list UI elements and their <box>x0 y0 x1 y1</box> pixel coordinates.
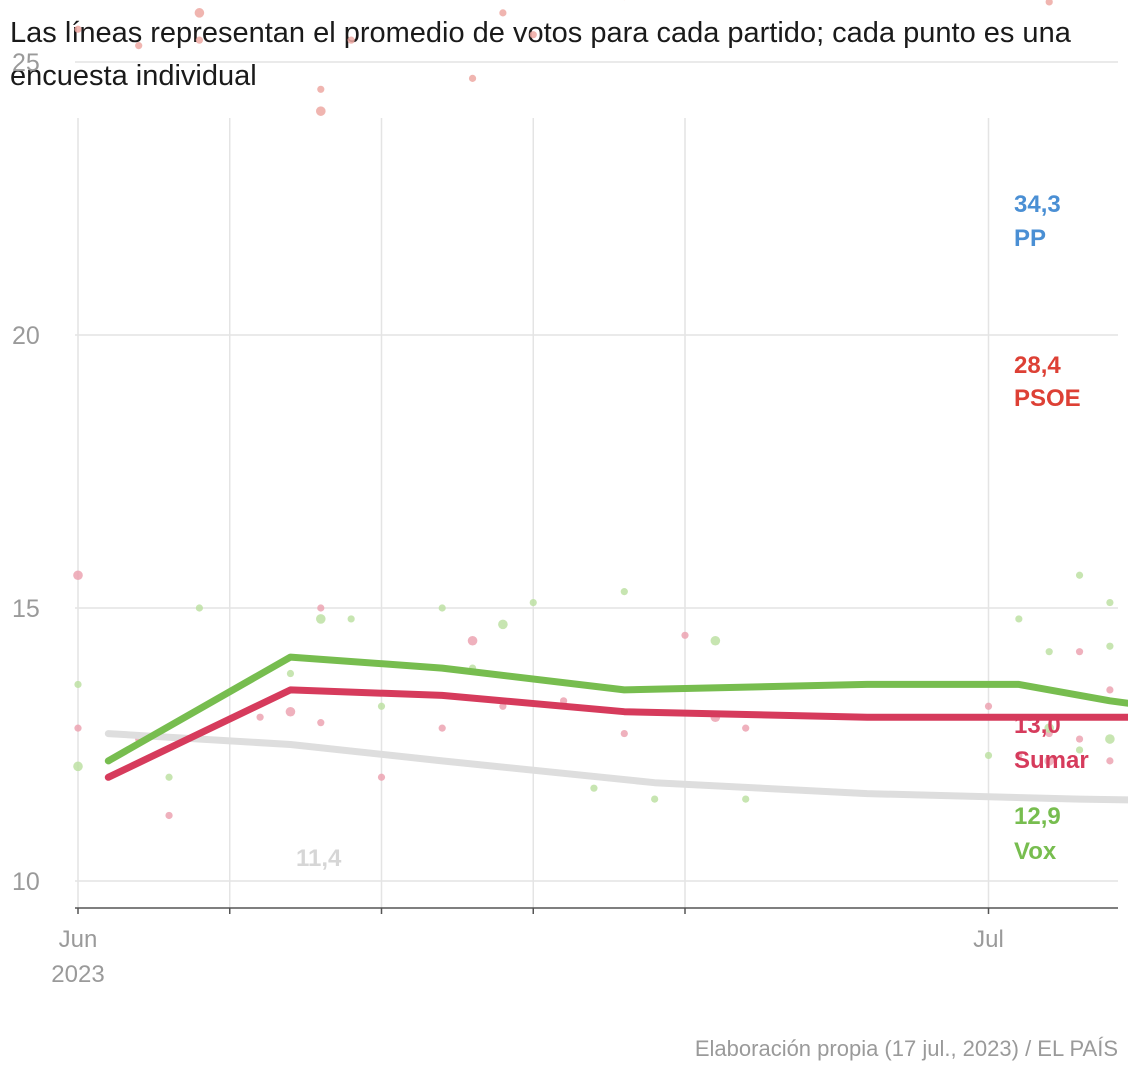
poll-point-psoe <box>347 36 355 44</box>
series-name-vox: Vox <box>1014 838 1057 865</box>
average-line-other <box>104 730 1128 804</box>
poll-point-vox <box>438 604 446 612</box>
poll-point-sumar <box>285 706 296 717</box>
poll-point-sumar <box>1075 648 1084 656</box>
poll-point-vox <box>1045 648 1053 656</box>
source-note: Elaboración propia (17 jul., 2023) / EL … <box>694 1036 1118 1061</box>
y-tick-label: 25 <box>12 49 40 77</box>
poll-point-sumar <box>467 635 478 646</box>
poll-point-vox <box>651 795 659 803</box>
poll-point-sumar <box>681 631 689 639</box>
poll-point-vox <box>1075 746 1084 754</box>
poll-point-sumar <box>620 729 628 738</box>
poll-point-vox <box>710 635 721 646</box>
poll-point-vox <box>1106 598 1114 607</box>
poll-point-vox <box>286 669 295 678</box>
poll-point-psoe <box>529 31 537 39</box>
poll-point-sumar <box>1106 757 1114 765</box>
y-tick-label: 10 <box>12 868 40 896</box>
average-lines-layer <box>104 653 1128 804</box>
poll-point-sumar <box>1075 735 1084 743</box>
poll-point-sumar <box>742 724 750 732</box>
chart-title: Las líneas representan el promedio de vo… <box>10 17 1071 92</box>
x-tick-label: Jul <box>973 926 1004 953</box>
poll-point-sumar <box>1015 751 1023 760</box>
end-value-sumar: 13,0 <box>1014 712 1061 739</box>
grid-layer <box>75 61 1118 908</box>
end-labels-layer: 34,3 PP 28,4 PSOE 13,0 Sumar 12,9 Vox 11,4 <box>296 191 1089 872</box>
poll-point-vox <box>1105 734 1115 744</box>
poll-point-psoe <box>1045 0 1053 6</box>
series-name-pp: PP <box>1014 225 1046 252</box>
y-tick-label: 20 <box>12 322 40 350</box>
poll-point-sumar <box>165 811 173 820</box>
poll-point-sumar <box>377 773 386 781</box>
poll-point-vox <box>347 615 355 623</box>
poll-point-psoe <box>316 106 326 116</box>
poll-point-vox <box>316 614 326 624</box>
poll-point-sumar <box>256 713 264 721</box>
poll-point-psoe <box>194 8 205 18</box>
poll-point-sumar <box>317 719 325 727</box>
poll-point-psoe <box>499 9 507 17</box>
axis-layer: Jun2023Jul35%3025201510 <box>12 49 1118 988</box>
poll-points-layer <box>73 0 1115 820</box>
poll-chart: Jun2023Jul35%3025201510 34,3PP28,4PSOE13… <box>12 0 1128 988</box>
series-name-sumar: Sumar <box>1014 747 1089 774</box>
poll-point-sumar <box>317 604 325 612</box>
average-line-sumar <box>104 686 1128 781</box>
poll-point-sumar <box>1044 756 1054 766</box>
poll-point-vox <box>1106 642 1114 650</box>
poll-point-psoe <box>135 42 143 50</box>
poll-point-sumar <box>438 724 446 732</box>
poll-point-psoe <box>195 36 203 44</box>
poll-point-vox <box>498 619 508 630</box>
x-tick-label: Jun <box>59 926 98 953</box>
poll-point-vox <box>74 680 82 689</box>
poll-point-vox <box>1044 723 1054 733</box>
poll-point-vox <box>377 702 386 710</box>
poll-point-vox <box>1015 615 1023 623</box>
y-tick-label: 15 <box>12 595 40 623</box>
poll-point-vox <box>529 598 537 607</box>
end-value-pp: 34,3 <box>1014 191 1061 218</box>
end-value-psoe: 28,4 <box>1014 352 1061 379</box>
poll-point-vox <box>620 588 628 596</box>
poll-point-vox <box>165 773 173 781</box>
poll-point-vox <box>1075 571 1084 579</box>
poll-point-psoe <box>468 74 477 82</box>
poll-point-vox <box>73 761 83 772</box>
poll-point-sumar <box>1106 686 1114 694</box>
poll-point-psoe <box>317 85 325 93</box>
end-value-vox: 12,9 <box>1014 803 1061 830</box>
poll-point-sumar <box>984 702 993 710</box>
poll-point-sumar <box>73 570 83 581</box>
poll-point-vox <box>590 784 598 792</box>
poll-point-sumar <box>74 724 82 732</box>
x-tick-sublabel: 2023 <box>51 961 104 988</box>
end-value-other: 11,4 <box>296 845 342 872</box>
average-line-vox <box>104 653 1128 765</box>
poll-point-vox <box>742 795 750 803</box>
series-name-psoe: PSOE <box>1014 385 1081 412</box>
poll-point-psoe <box>74 25 82 33</box>
poll-point-vox <box>984 751 993 760</box>
poll-point-vox <box>195 604 203 612</box>
